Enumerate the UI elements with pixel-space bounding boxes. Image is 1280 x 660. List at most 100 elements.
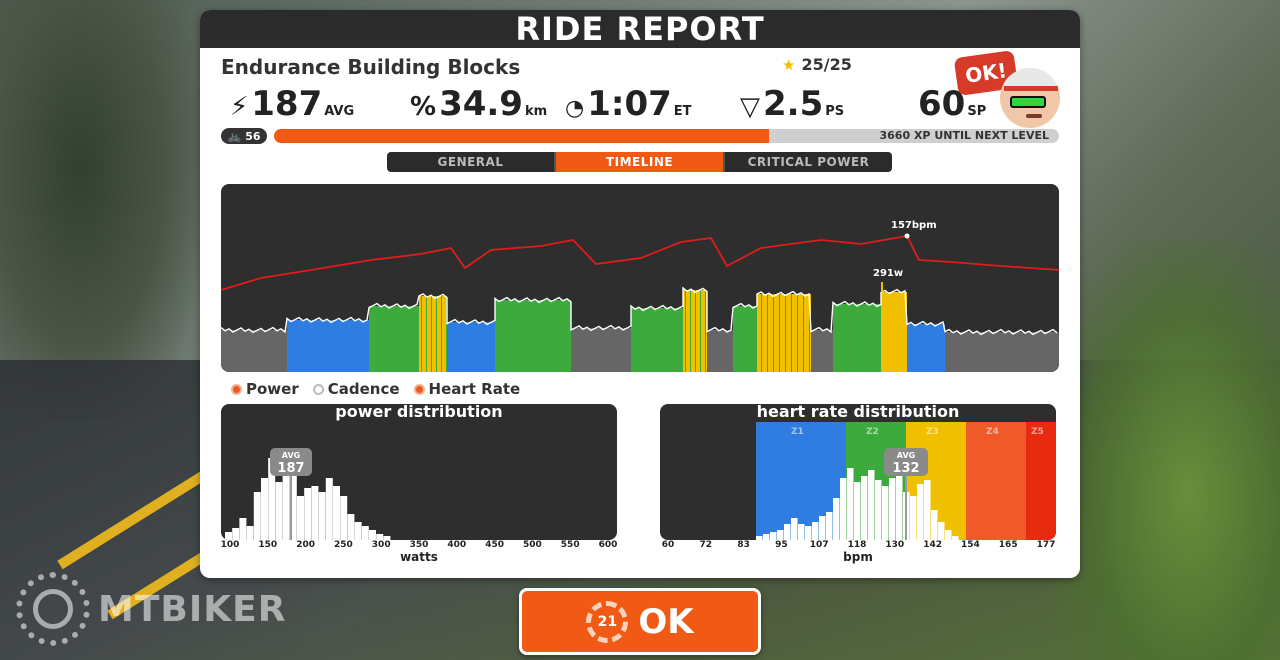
hr-zone-label: Z5 bbox=[1031, 427, 1044, 437]
axis-tick-label: 142 bbox=[923, 540, 942, 550]
hr-peak-label: 157bpm bbox=[891, 220, 937, 231]
ok-button[interactable]: 21 OK bbox=[519, 588, 761, 655]
power-dist-bar bbox=[246, 526, 254, 540]
hr-dist-bar bbox=[770, 532, 777, 540]
hr-distribution-title-text: heart rate distribution bbox=[756, 402, 960, 421]
power-dist-bar bbox=[261, 478, 268, 540]
hr-zone-label: Z4 bbox=[986, 427, 999, 437]
distance-icon: % bbox=[410, 92, 437, 122]
power-stripe bbox=[785, 294, 786, 372]
avg-badge bbox=[270, 448, 312, 476]
avg-badge-label: AVG bbox=[897, 451, 915, 460]
stat-value: 60 bbox=[918, 84, 966, 124]
hr-axis-label: bpm bbox=[843, 550, 873, 564]
power-dist-bar bbox=[383, 536, 391, 540]
hr-zone-label: Z1 bbox=[791, 427, 804, 437]
stat-value: 34.9 bbox=[439, 84, 523, 124]
axis-tick-label: 83 bbox=[737, 540, 750, 550]
cap-icon bbox=[1004, 68, 1058, 90]
axis-tick-label: 130 bbox=[885, 540, 905, 550]
power-dist-bar bbox=[232, 528, 240, 540]
power-zone-segment bbox=[945, 332, 1059, 372]
power-stripe bbox=[773, 294, 774, 372]
power-peak-marker bbox=[881, 282, 883, 292]
axis-tick-label: 154 bbox=[960, 540, 980, 550]
power-stripe bbox=[700, 290, 701, 372]
hr-dist-bar bbox=[854, 482, 861, 540]
power-distribution-chart: AVG 187 bbox=[221, 404, 617, 540]
hr-zone-label: Z2 bbox=[866, 427, 879, 437]
power-x-axis: 100 150 200 250 300 350 400 450 500 550 600 bbox=[221, 540, 618, 552]
power-stripe bbox=[685, 290, 686, 372]
watermark: MTBIKER bbox=[16, 572, 286, 646]
hr-dist-bar bbox=[756, 536, 763, 540]
axis-tick-label: 450 bbox=[485, 540, 504, 550]
power-stripe bbox=[803, 294, 804, 372]
power-zone-segment bbox=[221, 330, 287, 372]
avg-badge-value: 187 bbox=[277, 461, 304, 476]
tab-general[interactable]: GENERAL bbox=[387, 152, 556, 172]
axis-tick-label: 200 bbox=[296, 540, 315, 550]
hr-dist-bar bbox=[833, 498, 840, 540]
hr-dist-bar bbox=[924, 480, 931, 540]
power-stripe bbox=[791, 294, 792, 372]
power-zone-segment bbox=[907, 324, 945, 372]
stat-pizza-slices: ▽ 2.5 PS bbox=[740, 86, 844, 122]
hr-dist-bar bbox=[819, 516, 826, 540]
power-distribution-title: power distribution bbox=[221, 402, 617, 421]
tab-critical-power[interactable]: CRITICAL POWER bbox=[747, 155, 870, 169]
power-stripe bbox=[441, 296, 442, 372]
axis-tick-label: 150 bbox=[258, 540, 278, 550]
legend-label: Cadence bbox=[327, 380, 400, 398]
xp-progress-fill bbox=[274, 129, 769, 143]
star-count: ★ 25/25 bbox=[782, 55, 852, 74]
power-stripe bbox=[446, 296, 447, 372]
axis-tick-label: 177 bbox=[1036, 540, 1056, 550]
hr-zone-band bbox=[1026, 422, 1056, 540]
power-stripe bbox=[695, 290, 696, 372]
legend-heart-rate[interactable]: Heart Rate bbox=[413, 380, 521, 398]
stat-unit: PS bbox=[825, 104, 845, 119]
watermark-text: MTBIKER bbox=[98, 588, 287, 630]
hr-dist-bar bbox=[777, 530, 784, 540]
hr-dist-bar bbox=[791, 518, 798, 540]
hr-dist-bar bbox=[861, 476, 868, 540]
hr-dist-bar bbox=[917, 484, 924, 540]
hr-dist-bar bbox=[840, 478, 847, 540]
hr-dist-bar bbox=[882, 486, 889, 540]
hr-dist-bar bbox=[910, 496, 917, 540]
hr-x-axis: 60 72 83 95 107 118 130 142 154 165 177 bbox=[662, 540, 1056, 552]
stat-unit: AVG bbox=[324, 104, 355, 119]
tab-timeline[interactable]: TIMELINE bbox=[556, 152, 725, 172]
hr-dist-bar bbox=[945, 530, 952, 540]
axis-tick-label: 500 bbox=[522, 540, 542, 550]
stat-value: 2.5 bbox=[763, 84, 824, 124]
hr-peak-marker bbox=[904, 233, 910, 239]
power-zone-segment bbox=[707, 330, 733, 372]
hr-dist-bar bbox=[931, 510, 938, 540]
avg-badge bbox=[884, 448, 928, 476]
stat-unit: ET bbox=[673, 104, 692, 119]
power-stripe bbox=[797, 294, 798, 372]
level-progress: 🚲 56 3660 XP UNTIL NEXT LEVEL bbox=[221, 128, 1059, 144]
gear-logo-icon bbox=[16, 572, 90, 646]
legend-cadence[interactable]: Cadence bbox=[312, 380, 400, 398]
power-stripe bbox=[779, 294, 780, 372]
hr-dist-bar bbox=[938, 522, 945, 540]
stat-distance: % 34.9 km bbox=[410, 86, 547, 122]
power-dist-bar bbox=[297, 496, 304, 540]
power-dist-bar bbox=[304, 488, 312, 540]
axis-tick-label: 100 bbox=[220, 540, 240, 550]
axis-tick-label: 95 bbox=[775, 540, 788, 550]
legend-power[interactable]: Power bbox=[231, 380, 299, 398]
heart-rate-line bbox=[221, 234, 1059, 291]
hr-dist-bar bbox=[868, 470, 875, 540]
power-dist-bar bbox=[275, 482, 283, 540]
power-dist-bar bbox=[361, 526, 369, 540]
hr-zone-band bbox=[966, 422, 1026, 540]
power-zone-segment bbox=[881, 292, 907, 372]
legend-label: Heart Rate bbox=[428, 380, 521, 398]
ok-button-label: OK bbox=[638, 601, 694, 642]
axis-tick-label: 165 bbox=[998, 540, 1018, 550]
